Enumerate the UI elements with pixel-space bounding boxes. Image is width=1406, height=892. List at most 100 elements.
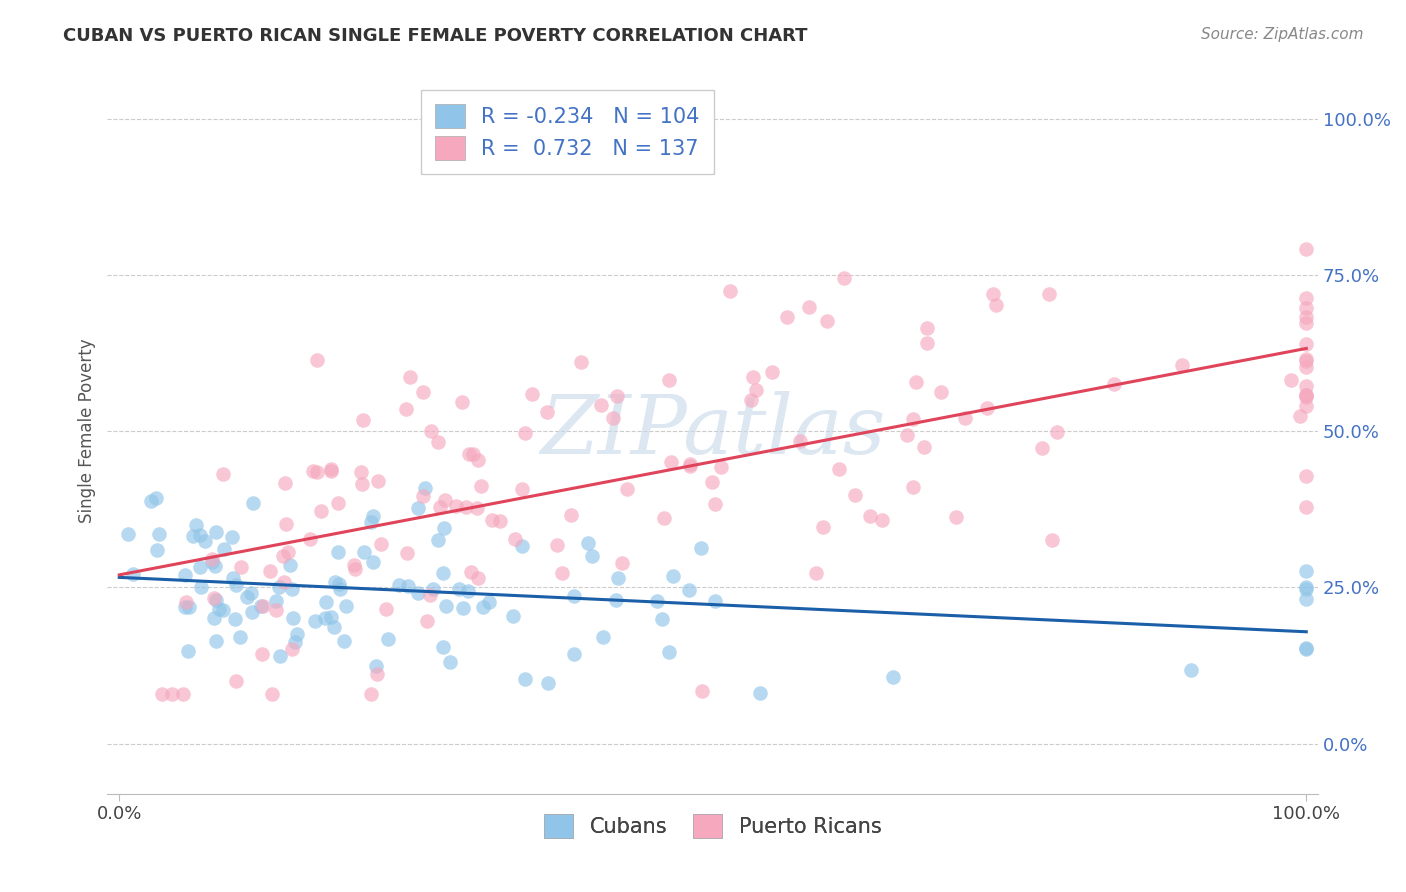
Point (562, 648, 585, 662)
Point (1295, 387, 1317, 401)
Point (458, 447, 481, 461)
Point (761, 365, 783, 379)
Point (1295, 242, 1317, 256)
Point (451, 394, 474, 409)
Point (225, 674, 247, 689)
Point (981, 286, 1004, 301)
Point (360, 516, 382, 530)
Point (415, 614, 437, 628)
Point (174, 599, 197, 614)
Point (550, 566, 572, 581)
Point (465, 501, 488, 516)
Point (610, 556, 633, 570)
Point (589, 398, 612, 412)
Point (607, 571, 630, 585)
Point (434, 492, 457, 507)
Point (335, 599, 357, 613)
Point (214, 542, 236, 557)
Point (903, 412, 925, 426)
Point (1295, 301, 1317, 315)
Point (395, 546, 418, 560)
Point (250, 647, 273, 661)
Point (654, 511, 676, 525)
Point (592, 631, 614, 645)
Point (363, 509, 385, 524)
Point (350, 477, 373, 491)
Point (304, 614, 326, 628)
Point (1295, 641, 1317, 656)
Point (1295, 353, 1317, 368)
Point (419, 424, 441, 438)
Point (1279, 373, 1302, 387)
Point (740, 392, 762, 407)
Point (537, 676, 560, 690)
Point (361, 555, 384, 569)
Point (259, 564, 281, 578)
Point (678, 583, 700, 598)
Point (912, 440, 935, 454)
Point (1040, 533, 1063, 548)
Point (322, 619, 344, 633)
Point (224, 612, 246, 626)
Point (749, 686, 772, 700)
Point (515, 673, 537, 687)
Point (225, 578, 247, 592)
Point (799, 300, 821, 314)
Point (806, 566, 828, 580)
Point (211, 603, 233, 617)
Point (454, 500, 477, 515)
Point (1180, 663, 1202, 677)
Point (370, 537, 392, 551)
Point (439, 655, 461, 669)
Point (901, 480, 924, 494)
Point (471, 600, 494, 615)
Point (444, 500, 467, 514)
Point (174, 567, 197, 582)
Point (406, 586, 429, 600)
Point (616, 482, 638, 496)
Point (150, 687, 173, 701)
Point (576, 536, 599, 550)
Point (281, 641, 304, 656)
Point (202, 611, 225, 625)
Point (776, 310, 799, 324)
Point (467, 571, 489, 585)
Point (305, 465, 328, 479)
Point (536, 405, 558, 419)
Point (522, 387, 544, 401)
Point (328, 496, 350, 510)
Point (679, 458, 702, 473)
Point (1295, 469, 1317, 483)
Point (710, 460, 733, 475)
Point (645, 594, 668, 608)
Point (562, 590, 585, 604)
Point (343, 558, 366, 572)
Point (284, 634, 307, 648)
Point (204, 558, 226, 573)
Point (194, 534, 217, 549)
Point (896, 428, 918, 442)
Point (828, 462, 851, 476)
Point (915, 336, 938, 351)
Point (332, 634, 354, 648)
Point (451, 600, 474, 615)
Point (488, 514, 510, 528)
Point (834, 271, 856, 285)
Point (145, 491, 167, 506)
Point (204, 634, 226, 648)
Point (481, 513, 503, 527)
Point (205, 525, 228, 540)
Point (422, 582, 444, 596)
Point (315, 595, 337, 609)
Point (658, 645, 681, 659)
Point (703, 497, 725, 511)
Point (703, 594, 725, 608)
Point (429, 500, 451, 515)
Point (605, 389, 627, 403)
Point (1295, 352, 1317, 367)
Point (412, 489, 434, 503)
Point (1295, 500, 1317, 515)
Point (1295, 390, 1317, 404)
Point (398, 370, 420, 384)
Point (281, 582, 304, 596)
